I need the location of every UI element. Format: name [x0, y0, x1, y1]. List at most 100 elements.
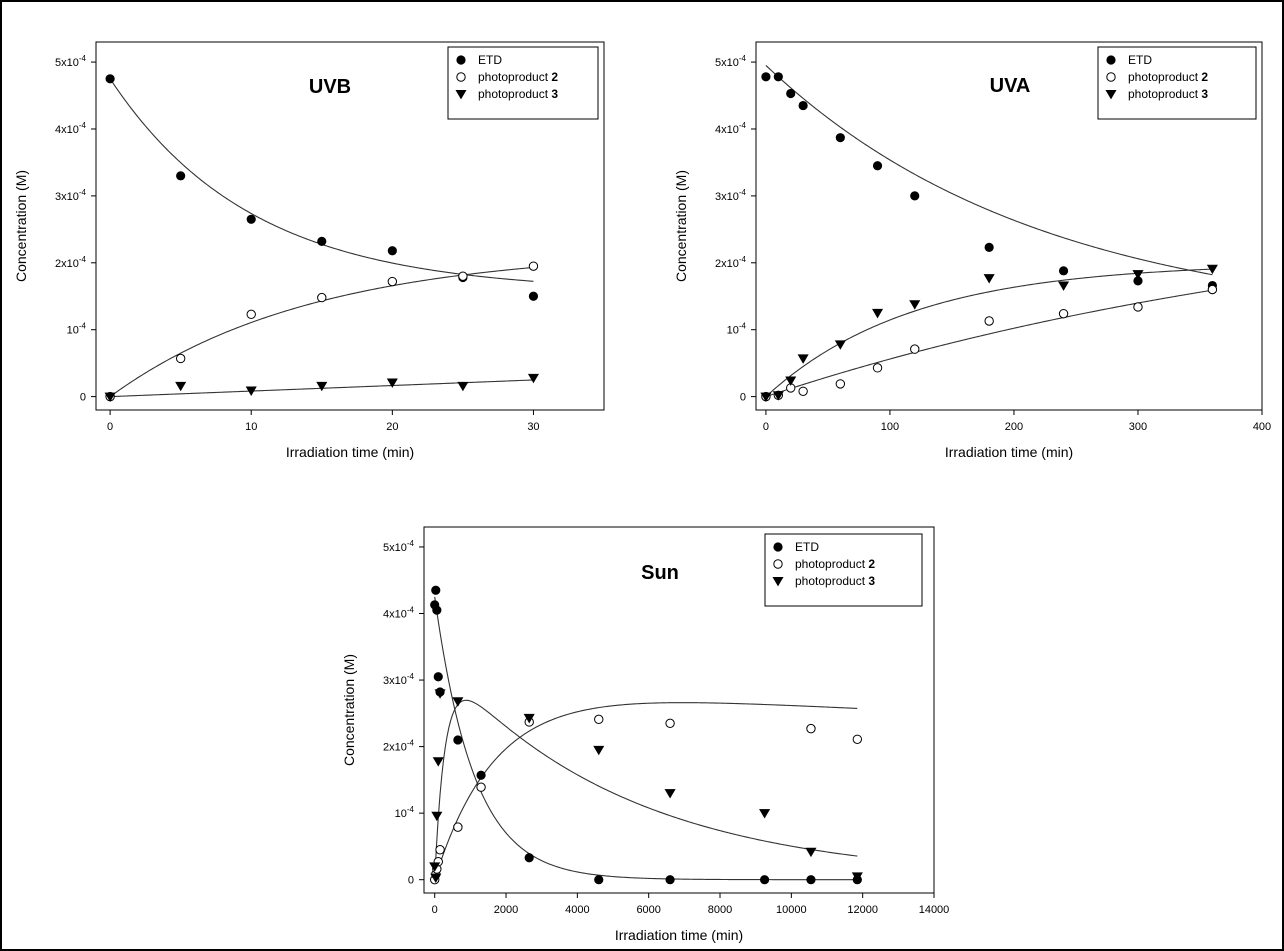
legend-label-series-1: ETD	[1128, 53, 1152, 67]
data-point-series-1	[476, 770, 486, 780]
legend-marker-series-1	[773, 542, 783, 552]
x-tick-label: 30	[527, 421, 539, 433]
data-point-series-1	[835, 133, 845, 143]
data-point-series-2	[806, 723, 816, 734]
data-point-series-1	[984, 242, 994, 253]
x-tick-label: 14000	[919, 904, 950, 916]
y-tick-label: 10-4	[395, 805, 415, 820]
data-point-series-3	[759, 809, 771, 819]
y-tick-label: 5x10-4	[383, 539, 415, 554]
data-point-series-3	[983, 274, 995, 284]
y-tick-label: 10-4	[727, 322, 747, 337]
x-axis-title: Irradiation time (min)	[945, 444, 1073, 460]
data-point-series-3	[872, 308, 884, 319]
chart-panel-sun: 0 2000 4000 6000 8000 10000 12000 14000 0 10-4 2x1…	[341, 526, 950, 943]
x-tick-label: 12000	[847, 904, 878, 916]
data-point-series-3	[851, 872, 863, 882]
x-tick-label: 6000	[636, 904, 660, 916]
data-point-series-3	[797, 354, 809, 364]
x-tick-label: 8000	[708, 904, 732, 916]
data-point-series-3	[760, 392, 772, 402]
legend-label-series-3: photoproduct 3	[478, 87, 558, 101]
y-axis-title: Concentration (M)	[673, 170, 689, 282]
data-point-series-2	[665, 718, 675, 729]
data-point-series-1	[773, 72, 783, 82]
y-tick-label: 4x10-4	[55, 121, 87, 136]
data-point-series-3	[104, 392, 116, 402]
data-point-series-3	[457, 381, 469, 392]
data-point-series-1	[105, 74, 115, 84]
x-tick-label: 0	[432, 904, 438, 916]
data-point-series-3	[1058, 281, 1070, 291]
data-point-series-3	[785, 376, 797, 386]
y-tick-label: 0	[740, 392, 746, 404]
data-point-series-3	[805, 847, 817, 858]
panel-title: UVA	[990, 75, 1031, 97]
data-point-series-1	[759, 875, 770, 885]
data-point-series-1	[317, 236, 327, 246]
data-point-series-3	[909, 300, 921, 310]
data-point-series-1	[528, 291, 539, 301]
legend: ETD photoproduct 2 photoproduct 3	[447, 46, 599, 120]
data-point-series-1	[453, 735, 463, 745]
legend-label-series-3: photoproduct 3	[795, 574, 875, 588]
chart-panel-uvb: 0 10 20 30 0 10-4 2x10-4 3x10-4 4x10-4 5x10-4 Irra…	[13, 41, 605, 460]
data-point-series-2	[872, 363, 883, 373]
fit-curve-series-3	[765, 268, 1213, 398]
legend-box	[447, 46, 599, 120]
y-tick-label: 3x10-4	[55, 188, 87, 203]
data-point-series-2	[458, 271, 468, 281]
data-point-series-1	[594, 875, 604, 885]
data-point-series-2	[435, 845, 445, 855]
fit-curve-series-1	[434, 596, 858, 881]
fit-curve-series-2	[765, 289, 1213, 398]
panel-title: UVB	[309, 76, 351, 98]
data-point-series-3	[452, 697, 464, 707]
data-point-series-1	[432, 605, 442, 615]
legend-label-series-3: photoproduct 3	[1128, 87, 1208, 101]
fit-curve-series-1	[765, 65, 1213, 276]
y-tick-label: 2x10-4	[383, 739, 415, 754]
legend-marker-series-3	[772, 576, 784, 587]
y-tick-label: 4x10-4	[383, 606, 415, 621]
data-point-series-2	[852, 734, 863, 744]
data-point-series-3	[1206, 264, 1218, 275]
legend: ETD photoproduct 2 photoproduct 3	[764, 533, 923, 607]
data-point-series-1	[786, 88, 796, 99]
panel-title: Sun	[641, 562, 679, 584]
data-point-series-1	[872, 161, 883, 171]
data-point-series-3	[664, 789, 676, 799]
data-point-series-2	[476, 782, 486, 792]
y-tick-label: 10-4	[67, 322, 87, 337]
data-point-series-1	[910, 191, 920, 201]
x-tick-label: 10	[245, 421, 257, 433]
data-point-series-3	[429, 862, 441, 872]
data-point-series-3	[175, 381, 187, 392]
plot-area-frame	[755, 41, 1263, 411]
data-point-series-1	[665, 875, 675, 885]
data-point-series-1	[176, 171, 186, 181]
data-point-series-1	[524, 853, 534, 863]
x-axis-title: Irradiation time (min)	[286, 444, 414, 460]
y-tick-label: 2x10-4	[55, 255, 87, 270]
data-point-series-2	[528, 261, 539, 271]
data-point-series-3	[245, 386, 257, 396]
legend-marker-series-3	[1105, 89, 1117, 100]
plot-area-frame	[95, 41, 605, 411]
data-point-series-2	[594, 714, 604, 725]
legend-label-series-2: photoproduct 2	[1128, 70, 1208, 84]
legend-marker-series-2	[1106, 72, 1116, 82]
x-tick-label: 400	[1253, 421, 1271, 433]
y-tick-label: 2x10-4	[715, 255, 747, 270]
data-point-series-2	[984, 316, 994, 326]
legend-label-series-1: ETD	[795, 540, 819, 554]
x-tick-label: 300	[1129, 421, 1147, 433]
legend-box	[1097, 46, 1257, 120]
data-point-series-1	[431, 585, 441, 595]
y-tick-label: 3x10-4	[715, 188, 747, 203]
y-axis-title: Concentration (M)	[13, 170, 29, 282]
data-point-series-2	[1207, 284, 1218, 295]
fit-curve-series-3	[434, 699, 858, 880]
